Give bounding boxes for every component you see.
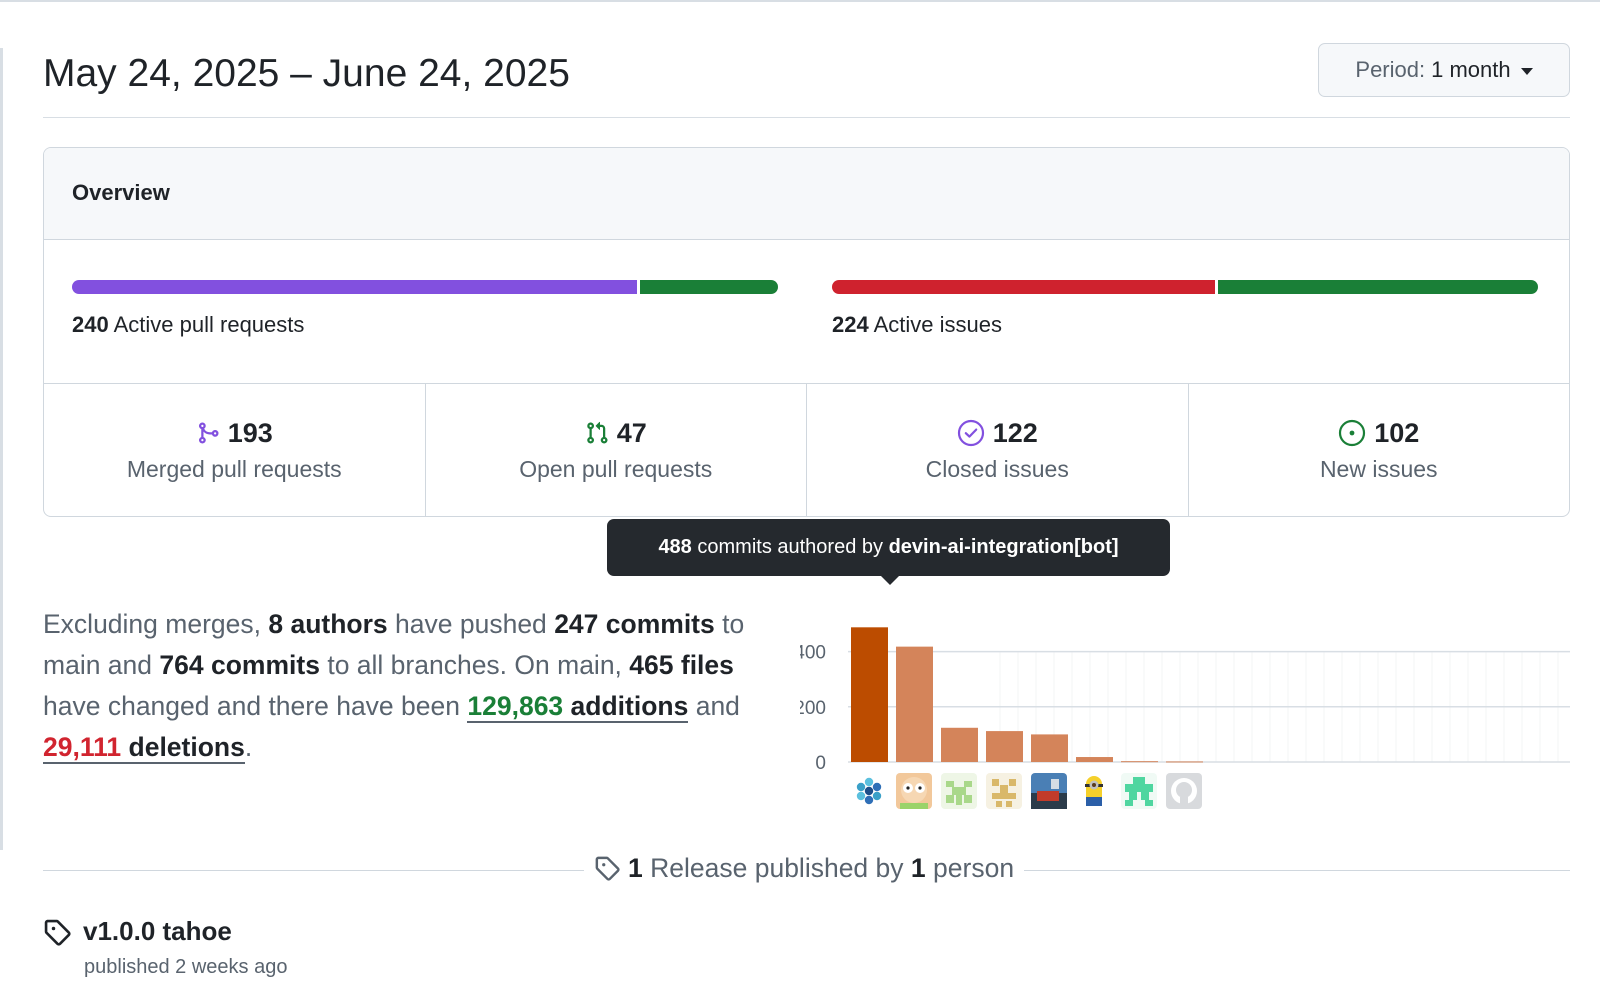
- release-summary: 1 Release published by 1 person: [584, 845, 1025, 891]
- commit-summary: Excluding merges, 8 authors have pushed …: [43, 604, 783, 768]
- identicon-avatar-icon[interactable]: [941, 773, 977, 809]
- release-people-word: person: [933, 852, 1015, 883]
- active-issues-count: 224: [832, 312, 869, 337]
- overview-heading: Overview: [44, 148, 1569, 240]
- stat-value: 102: [1374, 417, 1420, 448]
- active-pull-requests-label: 240 Active pull requests: [72, 312, 778, 338]
- tooltip-text: commits authored by: [697, 536, 884, 558]
- deletions-link[interactable]: 29,111 deletions: [43, 732, 245, 764]
- stat-label: New issues: [1319, 456, 1438, 482]
- devin-bot-avatar-icon[interactable]: [851, 773, 887, 809]
- issues-progress-bar: [832, 280, 1538, 294]
- pull-requests-progress-bar: [72, 280, 778, 294]
- stat-value: 47: [616, 417, 647, 448]
- release-count: 1: [628, 852, 643, 883]
- tooltip-arrow: [881, 576, 899, 585]
- closed-segment: [832, 280, 1216, 294]
- tag-icon: [44, 919, 71, 946]
- page-header: May 24, 2025 – June 24, 2025 Period: 1 m…: [43, 40, 1570, 118]
- stat-open-pull-requests[interactable]: 47 Open pull requests: [426, 384, 807, 516]
- stat-merged-pull-requests[interactable]: 193 Merged pull requests: [44, 384, 426, 516]
- tag-icon: [595, 856, 620, 881]
- summary-text: have pushed: [395, 609, 547, 639]
- release-text: Release published by: [650, 852, 904, 883]
- active-pull-requests-count: 240: [72, 312, 109, 337]
- additions-link[interactable]: 129,863 additions: [467, 691, 689, 723]
- active-issues-label: 224 Active issues: [832, 312, 1538, 338]
- identicon-avatar-icon[interactable]: [986, 773, 1022, 809]
- top-border: [0, 0, 1600, 2]
- chart-bar[interactable]: [1121, 761, 1158, 763]
- summary-text: Excluding merges,: [43, 609, 261, 639]
- chart-bar[interactable]: [941, 727, 978, 762]
- release-meta: published 2 weeks ago: [84, 956, 288, 978]
- chart-bar[interactable]: [1166, 761, 1203, 763]
- additions-count: 129,863: [467, 691, 564, 721]
- open-segment: [640, 280, 778, 294]
- files-count: 465 files: [629, 650, 734, 680]
- overview-stats: 193 Merged pull requests 47 Open pull re…: [44, 384, 1569, 516]
- chart-bar[interactable]: [896, 646, 933, 762]
- summary-text: to main and: [43, 609, 745, 680]
- chart-bar[interactable]: [851, 627, 888, 762]
- commits-all-count: 764 commits: [159, 650, 320, 680]
- stat-label: Merged pull requests: [126, 456, 342, 482]
- chart-bar[interactable]: [1076, 757, 1113, 762]
- tooltip-count: 488: [658, 536, 692, 558]
- release-people-count: 1: [910, 852, 926, 883]
- chart-bar[interactable]: [1031, 734, 1068, 762]
- period-dropdown-button[interactable]: Period: 1 month: [1318, 43, 1570, 97]
- summary-text: .: [244, 732, 253, 762]
- chart-bar[interactable]: [986, 731, 1023, 762]
- summary-text: have changed and there have been: [43, 691, 460, 721]
- release-title-link[interactable]: v1.0.0 tahoe: [43, 916, 232, 947]
- pull-requests-summary[interactable]: 240 Active pull requests: [72, 280, 778, 338]
- authors-count: 8 authors: [268, 609, 388, 639]
- caret-down-icon: [1520, 67, 1533, 75]
- stat-label: Closed issues: [925, 456, 1069, 482]
- merged-segment: [72, 280, 638, 294]
- summary-text: and: [695, 691, 740, 721]
- identicon-avatar-icon[interactable]: [1121, 773, 1157, 809]
- overview-box: Overview 240 Active pull requests 224 Ac…: [43, 147, 1570, 517]
- left-edge: [0, 790, 3, 850]
- additions-word: additions: [570, 691, 689, 721]
- github-avatar-icon[interactable]: [1166, 773, 1202, 809]
- tooltip-author: devin-ai-integration[bot]: [888, 536, 1119, 558]
- issue-opened-icon: [1339, 419, 1366, 447]
- stat-label: Open pull requests: [519, 456, 713, 482]
- stat-value: 122: [992, 417, 1038, 448]
- deletions-word: deletions: [128, 732, 245, 762]
- stat-new-issues[interactable]: 102 New issues: [1189, 384, 1570, 516]
- release-tag-name: v1.0.0 tahoe: [83, 916, 232, 946]
- issues-summary[interactable]: 224 Active issues: [832, 280, 1538, 338]
- stat-value: 193: [227, 417, 273, 448]
- new-segment: [1218, 280, 1538, 294]
- cartoon-avatar-icon[interactable]: [896, 773, 932, 809]
- minion-avatar-icon[interactable]: [1076, 773, 1112, 809]
- page-title: May 24, 2025 – June 24, 2025: [43, 52, 570, 95]
- period-value: 1 month: [1431, 57, 1511, 82]
- commits-main-count: 247 commits: [554, 609, 715, 639]
- stat-closed-issues[interactable]: 122 Closed issues: [807, 384, 1189, 516]
- git-merge-icon: [198, 422, 219, 444]
- y-tick-label: 400: [800, 643, 826, 664]
- photo-avatar-icon[interactable]: [1031, 773, 1067, 809]
- summary-text: to all branches. On main,: [327, 650, 622, 680]
- active-issues-text: Active issues: [873, 312, 1003, 337]
- overview-bars: 240 Active pull requests 224 Active issu…: [44, 240, 1569, 384]
- active-pull-requests-text: Active pull requests: [113, 312, 305, 337]
- chart-canvas: 0 200 400: [800, 627, 1570, 809]
- period-label: Period:: [1355, 57, 1426, 82]
- release-item: v1.0.0 tahoe published 2 weeks ago: [43, 916, 287, 978]
- deletions-count: 29,111: [43, 732, 122, 762]
- y-tick-label: 0: [815, 753, 826, 774]
- y-tick-label: 200: [800, 698, 826, 719]
- left-edge: [0, 48, 3, 818]
- chart-tooltip: 488 commits authored by devin-ai-integra…: [607, 519, 1170, 585]
- commits-by-author-chart: 0 200 400: [800, 580, 1570, 820]
- git-pull-request-icon: [586, 421, 608, 444]
- issue-closed-icon: [957, 419, 984, 447]
